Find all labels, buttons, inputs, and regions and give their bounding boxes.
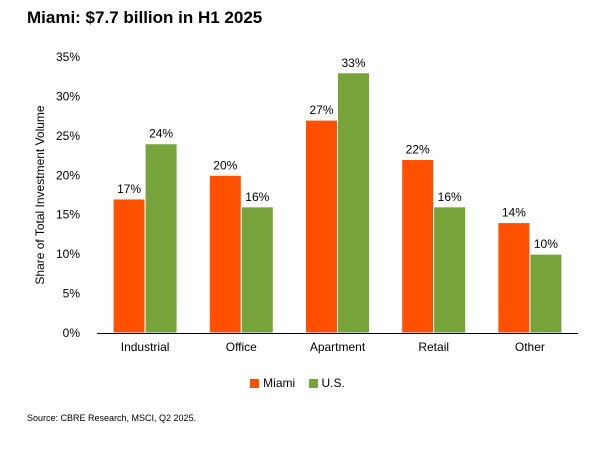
data-label: 16%: [438, 190, 462, 204]
data-label: 33%: [341, 56, 365, 70]
data-label: 10%: [534, 237, 558, 251]
bar-miami-retail: [401, 159, 435, 334]
legend-label-us: U.S.: [321, 376, 345, 390]
legend-item-miami: Miami: [250, 376, 295, 390]
y-tick-label: 5%: [63, 287, 81, 301]
x-category-label: Industrial: [121, 340, 170, 354]
y-tick-label: 25%: [56, 129, 80, 143]
y-tick-label: 35%: [56, 50, 80, 64]
x-category-label: Office: [226, 340, 257, 354]
bar-miami-office: [208, 174, 242, 334]
x-category-label: Apartment: [310, 340, 366, 354]
y-tick-label: 30%: [56, 89, 80, 103]
y-axis-ticks: 0% 5% 10% 15% 20% 25% 30% 35%: [56, 50, 80, 340]
data-label: 20%: [213, 158, 237, 172]
data-label: 27%: [309, 103, 333, 117]
legend-item-us: U.S.: [308, 376, 345, 390]
legend-label-miami: Miami: [263, 376, 296, 390]
x-category-label: Retail: [418, 340, 449, 354]
bars: [112, 72, 563, 334]
x-category-label: Other: [515, 340, 545, 354]
bar-us-industrial: [144, 143, 178, 334]
legend-swatch-us: [308, 378, 318, 388]
y-tick-label: 10%: [56, 247, 80, 261]
legend-swatch-miami: [250, 378, 260, 388]
data-label: 16%: [245, 190, 269, 204]
bar-miami-industrial: [112, 198, 146, 334]
data-label: 14%: [502, 206, 526, 220]
bar-miami-apartment: [305, 119, 338, 334]
bar-us-retail: [433, 206, 467, 334]
x-axis-categories: Industrial Office Apartment Retail Other: [121, 340, 545, 354]
bar-us-office: [240, 206, 274, 334]
data-label: 24%: [149, 127, 173, 141]
legend: Miami U.S.: [0, 376, 595, 391]
y-tick-label: 15%: [56, 208, 80, 222]
y-tick-label: 20%: [56, 168, 80, 182]
bar-miami-other: [497, 222, 531, 334]
chart-title: Miami: $7.7 billion in H1 2025: [27, 8, 263, 27]
bar-us-other: [529, 253, 563, 334]
data-labels: 17% 24% 20% 16% 27% 33% 22% 16% 14% 10%: [117, 56, 558, 251]
bar-chart: 0% 5% 10% 15% 20% 25% 30% 35% 17% 24% 20% 16% 27% 33…: [33, 50, 578, 354]
y-tick-label: 0%: [63, 326, 81, 340]
source-note: Source: CBRE Research, MSCI, Q2 2025.: [27, 413, 197, 423]
y-axis-label: Share of Total Investment Volume: [33, 105, 47, 285]
data-label: 17%: [117, 182, 141, 196]
bar-us-apartment: [337, 72, 370, 334]
data-label: 22%: [406, 143, 430, 157]
